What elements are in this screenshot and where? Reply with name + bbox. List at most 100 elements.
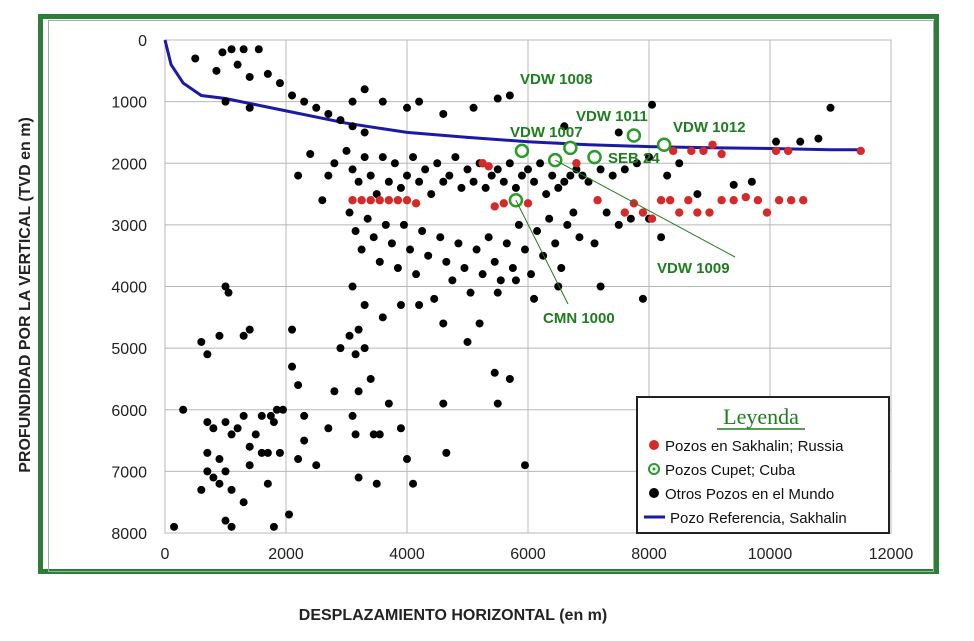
point-otros bbox=[542, 190, 551, 199]
point-otros bbox=[645, 153, 653, 162]
y-tick-label: 4000 bbox=[111, 280, 147, 297]
point-sakhalin bbox=[593, 196, 602, 205]
point-otros bbox=[439, 177, 448, 186]
legend-marker-cupet-dot bbox=[652, 467, 656, 471]
x-tick-label: 0 bbox=[161, 546, 170, 563]
point-otros bbox=[466, 288, 475, 297]
point-otros bbox=[406, 245, 415, 254]
point-otros bbox=[245, 103, 254, 112]
point-otros bbox=[493, 288, 502, 297]
point-otros bbox=[505, 374, 514, 383]
legend-item-cupet: Pozos Cupet; Cuba bbox=[665, 462, 796, 479]
point-otros bbox=[451, 153, 460, 162]
point-otros bbox=[336, 116, 345, 125]
point-otros bbox=[505, 159, 514, 168]
point-otros bbox=[354, 177, 363, 186]
point-otros bbox=[209, 424, 218, 433]
point-otros bbox=[233, 424, 242, 433]
point-otros bbox=[657, 233, 666, 242]
otros-points bbox=[170, 45, 835, 531]
point-otros bbox=[396, 300, 405, 309]
point-otros bbox=[221, 516, 230, 525]
point-otros bbox=[354, 325, 363, 334]
y-tick-label: 6000 bbox=[111, 403, 147, 420]
point-otros bbox=[251, 430, 260, 439]
point-sakhalin bbox=[799, 196, 808, 205]
point-otros bbox=[729, 180, 738, 189]
point-otros bbox=[493, 399, 502, 408]
point-otros bbox=[257, 411, 266, 420]
point-otros bbox=[266, 411, 275, 420]
point-otros bbox=[675, 159, 684, 168]
point-otros bbox=[254, 45, 263, 54]
point-otros bbox=[239, 498, 248, 507]
point-otros bbox=[212, 66, 221, 75]
point-otros bbox=[511, 183, 520, 192]
point-otros bbox=[294, 171, 303, 180]
point-sakhalin bbox=[384, 196, 394, 205]
point-otros bbox=[632, 159, 641, 168]
point-otros bbox=[330, 159, 339, 168]
point-otros bbox=[348, 282, 357, 291]
point-sakhalin bbox=[499, 199, 508, 208]
point-otros bbox=[475, 319, 484, 328]
sakhalin-points bbox=[348, 140, 865, 223]
point-sakhalin bbox=[753, 196, 763, 205]
y-tick-label: 8000 bbox=[111, 526, 147, 543]
y-tick-label: 1000 bbox=[111, 95, 147, 112]
point-otros bbox=[814, 134, 823, 143]
point-otros bbox=[590, 239, 599, 248]
point-otros bbox=[560, 122, 569, 131]
point-sakhalin bbox=[762, 208, 772, 217]
point-otros bbox=[418, 227, 427, 236]
point-cupet bbox=[626, 128, 642, 143]
point-otros bbox=[245, 72, 254, 81]
point-otros bbox=[433, 159, 442, 168]
point-otros bbox=[366, 171, 375, 180]
point-otros bbox=[285, 510, 294, 519]
point-otros bbox=[469, 103, 478, 112]
point-otros bbox=[663, 171, 672, 180]
point-otros bbox=[375, 257, 384, 266]
point-otros bbox=[493, 94, 502, 103]
point-sakhalin bbox=[647, 214, 657, 223]
point-otros bbox=[263, 69, 272, 78]
point-sakhalin bbox=[708, 140, 717, 149]
point-sakhalin bbox=[402, 196, 412, 205]
point-otros bbox=[278, 405, 287, 414]
point-otros bbox=[360, 128, 369, 137]
reference-line bbox=[163, 39, 861, 152]
point-otros bbox=[191, 54, 200, 63]
annotation-label: VDW 1012 bbox=[673, 119, 746, 136]
point-otros bbox=[533, 227, 542, 236]
point-otros bbox=[384, 399, 393, 408]
point-otros bbox=[372, 479, 381, 488]
point-otros bbox=[527, 270, 536, 279]
point-cupet bbox=[656, 137, 672, 153]
point-otros bbox=[257, 448, 266, 457]
point-otros bbox=[393, 264, 402, 273]
point-otros bbox=[224, 288, 233, 297]
point-otros bbox=[496, 276, 505, 285]
point-otros bbox=[360, 85, 369, 94]
point-otros bbox=[499, 177, 508, 186]
point-otros bbox=[294, 381, 303, 390]
point-otros bbox=[366, 374, 375, 383]
point-otros bbox=[269, 418, 278, 427]
legend-title: Leyenda bbox=[723, 404, 799, 429]
point-otros bbox=[221, 282, 230, 291]
point-sakhalin bbox=[774, 196, 784, 205]
point-otros bbox=[227, 430, 236, 439]
point-otros bbox=[693, 190, 702, 199]
point-sakhalin bbox=[375, 196, 384, 205]
point-otros bbox=[312, 103, 321, 112]
point-otros bbox=[396, 183, 405, 192]
point-otros bbox=[648, 100, 657, 109]
point-otros bbox=[511, 276, 520, 285]
point-otros bbox=[170, 522, 179, 531]
point-otros bbox=[215, 479, 224, 488]
x-tick-labels: 0 2000 4000 6000 8000 10000 12000 bbox=[161, 546, 914, 563]
point-otros bbox=[233, 60, 242, 69]
point-otros bbox=[505, 91, 514, 100]
